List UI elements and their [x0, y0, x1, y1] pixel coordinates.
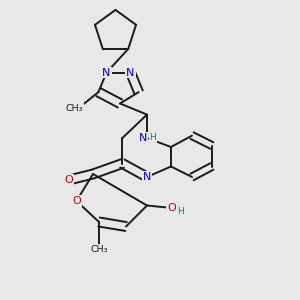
Text: N: N [102, 68, 111, 78]
Text: O: O [72, 196, 81, 206]
Text: N: N [143, 172, 151, 182]
Text: N: N [139, 133, 148, 143]
Text: H: H [150, 134, 156, 142]
Text: O: O [167, 202, 176, 213]
Text: H: H [177, 207, 183, 216]
Text: N: N [126, 68, 135, 78]
Text: CH₃: CH₃ [66, 104, 83, 113]
Text: CH₃: CH₃ [90, 244, 108, 253]
Text: O: O [64, 175, 74, 185]
